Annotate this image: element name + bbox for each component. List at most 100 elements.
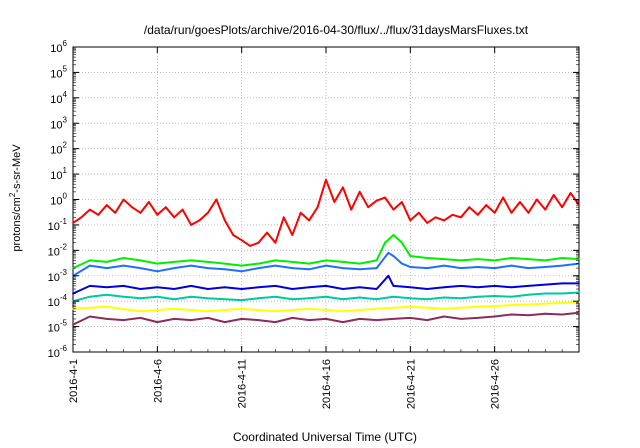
- series-point-6: [105, 305, 108, 308]
- series-point-3: [325, 264, 327, 267]
- series-point-1: [434, 216, 437, 219]
- series-point-3: [308, 268, 310, 271]
- series-point-1: [240, 239, 243, 242]
- series-point-5: [493, 295, 496, 297]
- series-point-1: [148, 201, 150, 203]
- series-point-4: [342, 288, 344, 290]
- y-tick-label-exp: -4: [60, 293, 68, 302]
- series-point-3: [342, 267, 344, 269]
- series-point-7: [223, 321, 226, 323]
- series-point-4: [105, 286, 108, 289]
- series-point-2: [190, 259, 193, 262]
- series-point-3: [387, 251, 390, 254]
- y-tick-label-exp: -5: [60, 319, 68, 328]
- series-point-3: [527, 267, 530, 269]
- series-point-1: [342, 186, 344, 189]
- series-point-6: [544, 302, 547, 305]
- y-tick-label: 10-4: [48, 293, 68, 309]
- series-point-5: [240, 299, 243, 301]
- series-point-2: [325, 259, 327, 262]
- series-point-4: [122, 285, 125, 287]
- series-point-2: [578, 258, 580, 260]
- series-point-7: [493, 315, 496, 318]
- y-tick-label-base: 10: [48, 272, 60, 284]
- series-point-2: [223, 262, 226, 265]
- series-point-5: [409, 297, 412, 300]
- y-tick-label-base: 10: [48, 297, 60, 309]
- series-point-3: [89, 264, 91, 267]
- y-tick-label-exp: -6: [60, 344, 68, 353]
- series-point-6: [443, 307, 445, 310]
- series-point-2: [342, 261, 344, 263]
- series-point-6: [375, 307, 378, 310]
- series-point-6: [207, 310, 209, 313]
- series-point-4: [89, 285, 91, 287]
- y-tick-label-base: 10: [50, 94, 62, 106]
- y-tick-label: 10-6: [48, 344, 68, 360]
- series-point-1: [114, 211, 117, 214]
- series-point-1: [426, 222, 429, 224]
- series-point-5: [510, 295, 513, 298]
- series-point-7: [476, 317, 479, 319]
- series-point-7: [72, 323, 74, 326]
- series-point-7: [325, 318, 327, 320]
- x-tick-label: 2016-4-26: [490, 359, 502, 409]
- series-point-4: [476, 286, 479, 289]
- series-point-7: [578, 311, 580, 314]
- series-point-1: [544, 208, 547, 211]
- series-point-2: [173, 261, 176, 263]
- series-point-1: [89, 208, 91, 211]
- series-point-3: [139, 267, 142, 269]
- series-point-4: [325, 285, 327, 287]
- series-point-1: [156, 213, 159, 216]
- series-point-3: [173, 267, 176, 269]
- series-point-1: [468, 206, 471, 209]
- series-point-5: [342, 298, 344, 301]
- series-point-3: [274, 264, 277, 267]
- series-point-2: [240, 264, 243, 267]
- series-point-1: [207, 211, 209, 214]
- series-point-2: [308, 262, 310, 265]
- series-point-6: [342, 310, 344, 313]
- series-point-6: [240, 307, 243, 310]
- series-point-3: [510, 264, 513, 267]
- y-tick-label-exp: 4: [63, 90, 68, 99]
- series-point-2: [493, 259, 496, 262]
- series-point-3: [409, 266, 412, 268]
- series-point-5: [257, 297, 260, 300]
- y-tick-label-exp: 5: [63, 64, 68, 73]
- series-point-2: [527, 258, 530, 260]
- series-point-1: [232, 234, 235, 236]
- series-point-1: [417, 211, 420, 214]
- series-point-1: [316, 206, 319, 209]
- series-point-3: [401, 262, 403, 265]
- series-line-6: [72, 301, 580, 313]
- series-point-2: [460, 259, 462, 262]
- y-tick-label-base: 10: [48, 221, 60, 233]
- series-point-3: [105, 267, 108, 269]
- series-point-4: [139, 288, 142, 290]
- x-tick-label: 2016-4-21: [405, 359, 417, 409]
- y-tick-label-exp: 6: [63, 39, 68, 48]
- series-point-1: [122, 198, 125, 201]
- series-point-5: [375, 298, 378, 301]
- series-point-2: [139, 259, 142, 262]
- series-point-6: [476, 305, 479, 308]
- series-point-7: [291, 317, 294, 319]
- series-point-1: [384, 196, 386, 199]
- series-point-5: [190, 295, 193, 298]
- series-point-4: [207, 288, 209, 290]
- series-point-1: [569, 192, 572, 194]
- series-point-3: [291, 267, 294, 269]
- series-point-7: [156, 321, 159, 323]
- series-point-4: [387, 274, 390, 277]
- series-point-4: [358, 286, 361, 289]
- series-point-1: [401, 201, 403, 203]
- series-point-5: [527, 293, 530, 296]
- x-tick-label: 2016-4-11: [237, 359, 249, 408]
- series-point-1: [460, 216, 462, 219]
- series-point-1: [451, 213, 454, 216]
- series-point-7: [375, 319, 378, 321]
- series-point-1: [358, 190, 361, 193]
- y-tick-label: 101: [50, 166, 67, 182]
